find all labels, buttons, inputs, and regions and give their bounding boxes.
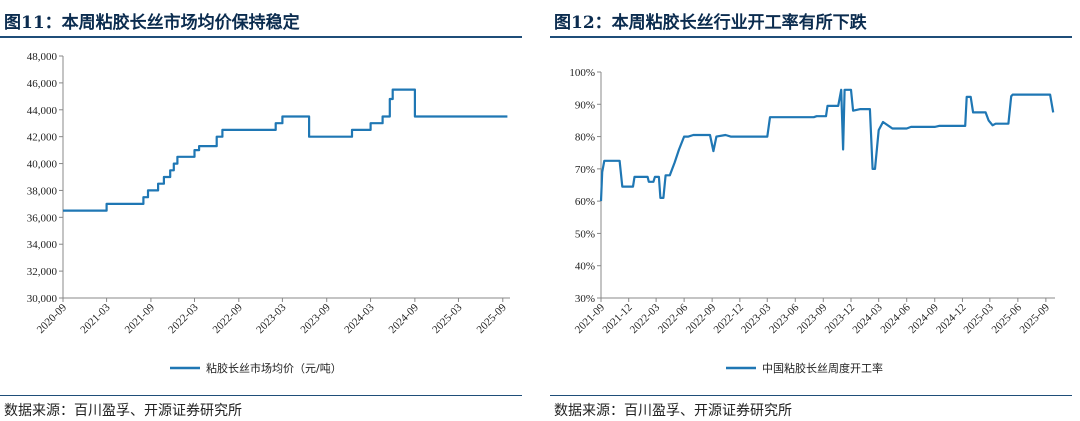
- right-title-rule: [550, 36, 1072, 38]
- legend-label: 粘胶长丝市场均价（元/吨）: [206, 361, 342, 375]
- y-tick-label: 42,000: [27, 132, 58, 144]
- y-tick-label: 50%: [575, 228, 595, 240]
- x-tick-label: 2025-03: [430, 301, 465, 336]
- y-tick-label: 36,000: [27, 212, 58, 224]
- right-utilization-chart: 30%40%50%60%70%80%90%100%2021-092021-122…: [569, 67, 1055, 375]
- x-tick-label: 2022-06: [656, 301, 691, 336]
- series-line: [63, 88, 508, 212]
- x-tick-label: 2025-03: [962, 301, 997, 336]
- y-tick-label: 80%: [575, 132, 595, 144]
- y-tick-label: 32,000: [27, 266, 58, 278]
- x-tick-label: 2024-09: [906, 301, 941, 336]
- y-tick-label: 90%: [575, 99, 595, 111]
- x-tick-label: 2020-09: [35, 301, 70, 336]
- x-tick-label: 2022-09: [211, 301, 246, 336]
- x-tick-label: 2023-03: [254, 301, 289, 336]
- left-price-chart: 30,000 32,000 34,000 36,000 38,000 40,000 42,0…: [27, 51, 510, 375]
- x-tick-label: 2023-06: [767, 301, 802, 336]
- x-tick-label: 2024-12: [934, 302, 968, 336]
- y-tick-label: 100%: [569, 67, 595, 79]
- y-tick-label: 38,000: [27, 185, 58, 197]
- y-tick-label: 70%: [575, 164, 595, 176]
- x-tick-label: 2025-09: [474, 301, 509, 336]
- x-tick-label: 2023-09: [795, 301, 830, 336]
- y-tick-label: 30,000: [27, 293, 58, 305]
- x-tick-label: 2024-06: [878, 301, 913, 336]
- x-tick-label: 2021-09: [573, 301, 608, 336]
- right-source-rule: [550, 395, 1072, 396]
- x-tick-label: 2021-09: [123, 301, 158, 336]
- x-tick-label: 2023-09: [298, 301, 333, 336]
- right-source-text: 数据来源：百川盈孚、开源证券研究所: [554, 403, 792, 419]
- right-chart-panel: 图12：本周粘胶长丝行业开工率有所下跌 30% 40% 50% 60% 70% 80% 90…: [550, 0, 1080, 421]
- legend-label: 中国粘胶长丝周度开工率: [762, 361, 883, 375]
- series-line: [599, 88, 1055, 202]
- left-source-text: 数据来源：百川盈孚、开源证券研究所: [4, 403, 242, 419]
- right-chart-title: 图12：本周粘胶长丝行业开工率有所下跌: [554, 13, 867, 33]
- y-tick-label: 60%: [575, 196, 595, 208]
- x-tick-label: 2022-12: [712, 302, 746, 336]
- x-tick-label: 2024-03: [342, 301, 377, 336]
- left-source-rule: [0, 395, 522, 396]
- x-tick-label: 2021-03: [78, 301, 113, 336]
- y-tick-label: 48,000: [27, 51, 58, 63]
- x-tick-label: 2024-03: [850, 301, 885, 336]
- y-tick-label: 30%: [575, 293, 595, 305]
- x-tick-label: 2024-09: [387, 301, 422, 336]
- x-tick-label: 2023-03: [739, 301, 774, 336]
- y-tick-label: 46,000: [27, 78, 58, 90]
- x-tick-label: 2023-12: [823, 302, 857, 336]
- x-tick-label: 2025-09: [1018, 301, 1053, 336]
- y-tick-label: 40,000: [27, 159, 58, 171]
- x-tick-label: 2022-03: [628, 301, 663, 336]
- x-tick-label: 2021-12: [600, 302, 634, 336]
- left-title-rule: [0, 36, 522, 38]
- left-chart-panel: 图11：本周粘胶长丝市场均价保持稳定 30,000 32,000 34,000 36,…: [0, 0, 530, 421]
- left-chart-title: 图11：本周粘胶长丝市场均价保持稳定: [4, 13, 300, 33]
- y-tick-label: 44,000: [27, 105, 58, 117]
- x-tick-label: 2025-06: [990, 301, 1025, 336]
- y-tick-label: 40%: [575, 261, 595, 273]
- x-tick-label: 2022-09: [684, 301, 719, 336]
- x-tick-label: 2022-03: [166, 301, 201, 336]
- y-tick-label: 34,000: [27, 239, 58, 251]
